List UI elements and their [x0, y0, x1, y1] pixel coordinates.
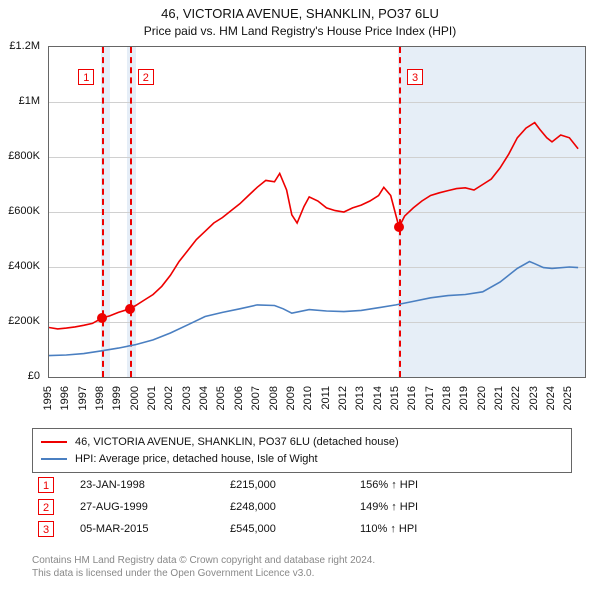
event-row-relative: 149% ↑ HPI	[360, 501, 418, 513]
footer-line1: Contains HM Land Registry data © Crown c…	[32, 554, 572, 567]
event-row-date: 23-JAN-1998	[80, 479, 230, 491]
y-tick-label: £200K	[8, 315, 40, 327]
x-tick-label: 2011	[320, 386, 332, 410]
event-row: 1 23-JAN-1998£215,000156% ↑ HPI	[32, 474, 572, 496]
event-row-badge: 1	[38, 477, 54, 493]
x-tick-label: 2016	[406, 386, 418, 410]
x-tick-label: 2009	[285, 386, 297, 410]
y-tick-label: £1.2M	[9, 40, 40, 52]
figure: 46, VICTORIA AVENUE, SHANKLIN, PO37 6LU …	[0, 0, 600, 590]
x-tick-label: 2020	[476, 386, 488, 410]
chart-area: 1 2 3	[48, 46, 586, 378]
y-tick-label: £800K	[8, 150, 40, 162]
x-tick-label: 1996	[59, 386, 71, 410]
event-row-date: 27-AUG-1999	[80, 501, 230, 513]
x-tick-label: 2003	[181, 386, 193, 410]
x-tick-label: 2021	[493, 386, 505, 410]
event-row-price: £545,000	[230, 523, 360, 535]
event-row-price: £248,000	[230, 501, 360, 513]
title-line1: 46, VICTORIA AVENUE, SHANKLIN, PO37 6LU	[0, 6, 600, 22]
x-tick-label: 2004	[198, 386, 210, 410]
event-row: 2 27-AUG-1999£248,000149% ↑ HPI	[32, 496, 572, 518]
y-tick-label: £400K	[8, 260, 40, 272]
x-tick-label: 2022	[510, 386, 522, 410]
x-tick-label: 2024	[545, 386, 557, 410]
legend-item-2: HPI: Average price, detached house, Isle…	[41, 451, 563, 468]
x-tick-label: 2001	[146, 386, 158, 410]
footer: Contains HM Land Registry data © Crown c…	[32, 554, 572, 580]
event-row: 3 05-MAR-2015£545,000110% ↑ HPI	[32, 518, 572, 540]
x-tick-label: 1998	[94, 386, 106, 410]
legend-label-1: 46, VICTORIA AVENUE, SHANKLIN, PO37 6LU …	[75, 434, 399, 451]
events-table: 1 23-JAN-1998£215,000156% ↑ HPI 2 27-AUG-19…	[32, 474, 572, 540]
chart-lines	[49, 47, 585, 377]
legend-swatch-1	[41, 441, 67, 443]
x-tick-label: 2019	[458, 386, 470, 410]
event-row-date: 05-MAR-2015	[80, 523, 230, 535]
legend-swatch-2	[41, 458, 67, 460]
event-row-relative: 156% ↑ HPI	[360, 479, 418, 491]
x-tick-label: 1999	[111, 386, 123, 410]
titles: 46, VICTORIA AVENUE, SHANKLIN, PO37 6LU …	[0, 0, 600, 38]
title-line2: Price paid vs. HM Land Registry's House …	[0, 24, 600, 38]
event-badge: 3	[407, 69, 423, 85]
x-tick-label: 2013	[354, 386, 366, 410]
x-tick-label: 2017	[424, 386, 436, 410]
event-row-badge: 3	[38, 521, 54, 537]
x-axis: 1995199619971998199920002001200220032004…	[48, 380, 586, 430]
x-tick-label: 2002	[163, 386, 175, 410]
x-tick-label: 2012	[337, 386, 349, 410]
footer-line2: This data is licensed under the Open Gov…	[32, 567, 572, 580]
event-marker	[97, 313, 107, 323]
legend-label-2: HPI: Average price, detached house, Isle…	[75, 451, 318, 468]
x-tick-label: 2007	[250, 386, 262, 410]
y-tick-label: £600K	[8, 205, 40, 217]
y-tick-label: £0	[28, 370, 40, 382]
x-tick-label: 2014	[372, 386, 384, 410]
x-tick-label: 2006	[233, 386, 245, 410]
event-row-price: £215,000	[230, 479, 360, 491]
x-tick-label: 1997	[77, 386, 89, 410]
series-line	[49, 123, 578, 329]
y-tick-label: £1M	[19, 95, 40, 107]
x-tick-label: 2025	[562, 386, 574, 410]
x-tick-label: 1995	[42, 386, 54, 410]
event-badge: 1	[78, 69, 94, 85]
x-tick-label: 2018	[441, 386, 453, 410]
x-tick-label: 2000	[129, 386, 141, 410]
legend-item-1: 46, VICTORIA AVENUE, SHANKLIN, PO37 6LU …	[41, 434, 563, 451]
event-marker	[125, 304, 135, 314]
event-marker	[394, 222, 404, 232]
y-axis: £0£200K£400K£600K£800K£1M£1.2M	[0, 46, 44, 378]
event-row-badge: 2	[38, 499, 54, 515]
legend: 46, VICTORIA AVENUE, SHANKLIN, PO37 6LU …	[32, 428, 572, 473]
x-tick-label: 2015	[389, 386, 401, 410]
x-tick-label: 2010	[302, 386, 314, 410]
x-tick-label: 2008	[268, 386, 280, 410]
event-row-relative: 110% ↑ HPI	[360, 523, 417, 535]
event-badge: 2	[138, 69, 154, 85]
x-tick-label: 2023	[528, 386, 540, 410]
x-tick-label: 2005	[215, 386, 227, 410]
